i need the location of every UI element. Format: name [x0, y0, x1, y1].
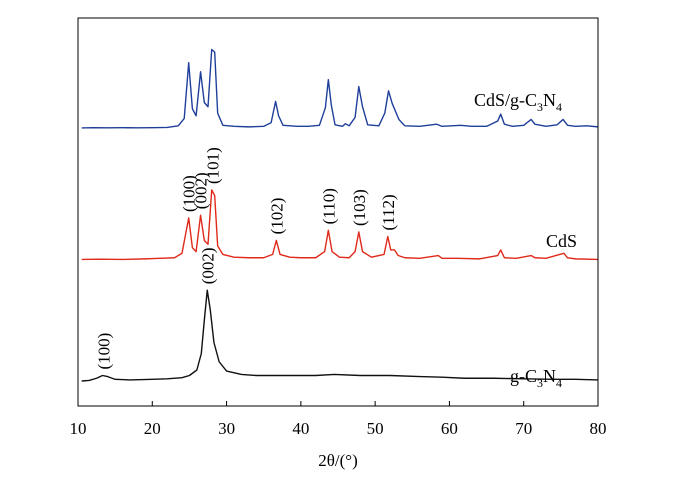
x-tick-label: 10	[70, 419, 87, 438]
curves-group	[81, 48, 599, 382]
x-tick-label: 40	[292, 419, 309, 438]
x-axis-title: 2θ/(°)	[318, 451, 358, 470]
x-tick-label: 70	[515, 419, 532, 438]
series-label-cds-g-c3n4: CdS/g-C3N4	[474, 90, 562, 114]
x-tick-label: 30	[218, 419, 235, 438]
peak-label: (002)	[192, 172, 211, 209]
plot-frame	[77, 17, 599, 407]
series-label-cds: CdS	[546, 231, 577, 251]
x-tick-label: 20	[144, 419, 161, 438]
series-line-cds-g-c3n4	[81, 48, 599, 129]
peak-label: (102)	[267, 198, 286, 235]
peak-label: (100)	[94, 333, 113, 370]
peak-label: (112)	[379, 194, 398, 230]
peak-labels-group: (100)(002)(100)(002)(101)(102) (110) (103)…	[94, 147, 398, 369]
series-label-g-c3n4: g-C3N4	[510, 366, 562, 390]
x-tick-label: 60	[441, 419, 458, 438]
peak-label: (103)	[350, 189, 369, 226]
series-line-g-c3n4	[81, 289, 599, 382]
series-labels-group: CdS/g-C3N4 CdS g-C3N4	[474, 90, 577, 390]
peak-label: (110)	[319, 188, 338, 224]
x-tick-label: 80	[590, 419, 607, 438]
series-line-cds	[81, 189, 599, 261]
peak-label: (101)	[203, 147, 222, 184]
x-tick-label: 50	[367, 419, 384, 438]
x-axis: 10 20 30 40 50 60 70 80	[70, 401, 607, 438]
peak-label: (002)	[198, 247, 217, 284]
peak-label: (100)	[180, 175, 199, 212]
